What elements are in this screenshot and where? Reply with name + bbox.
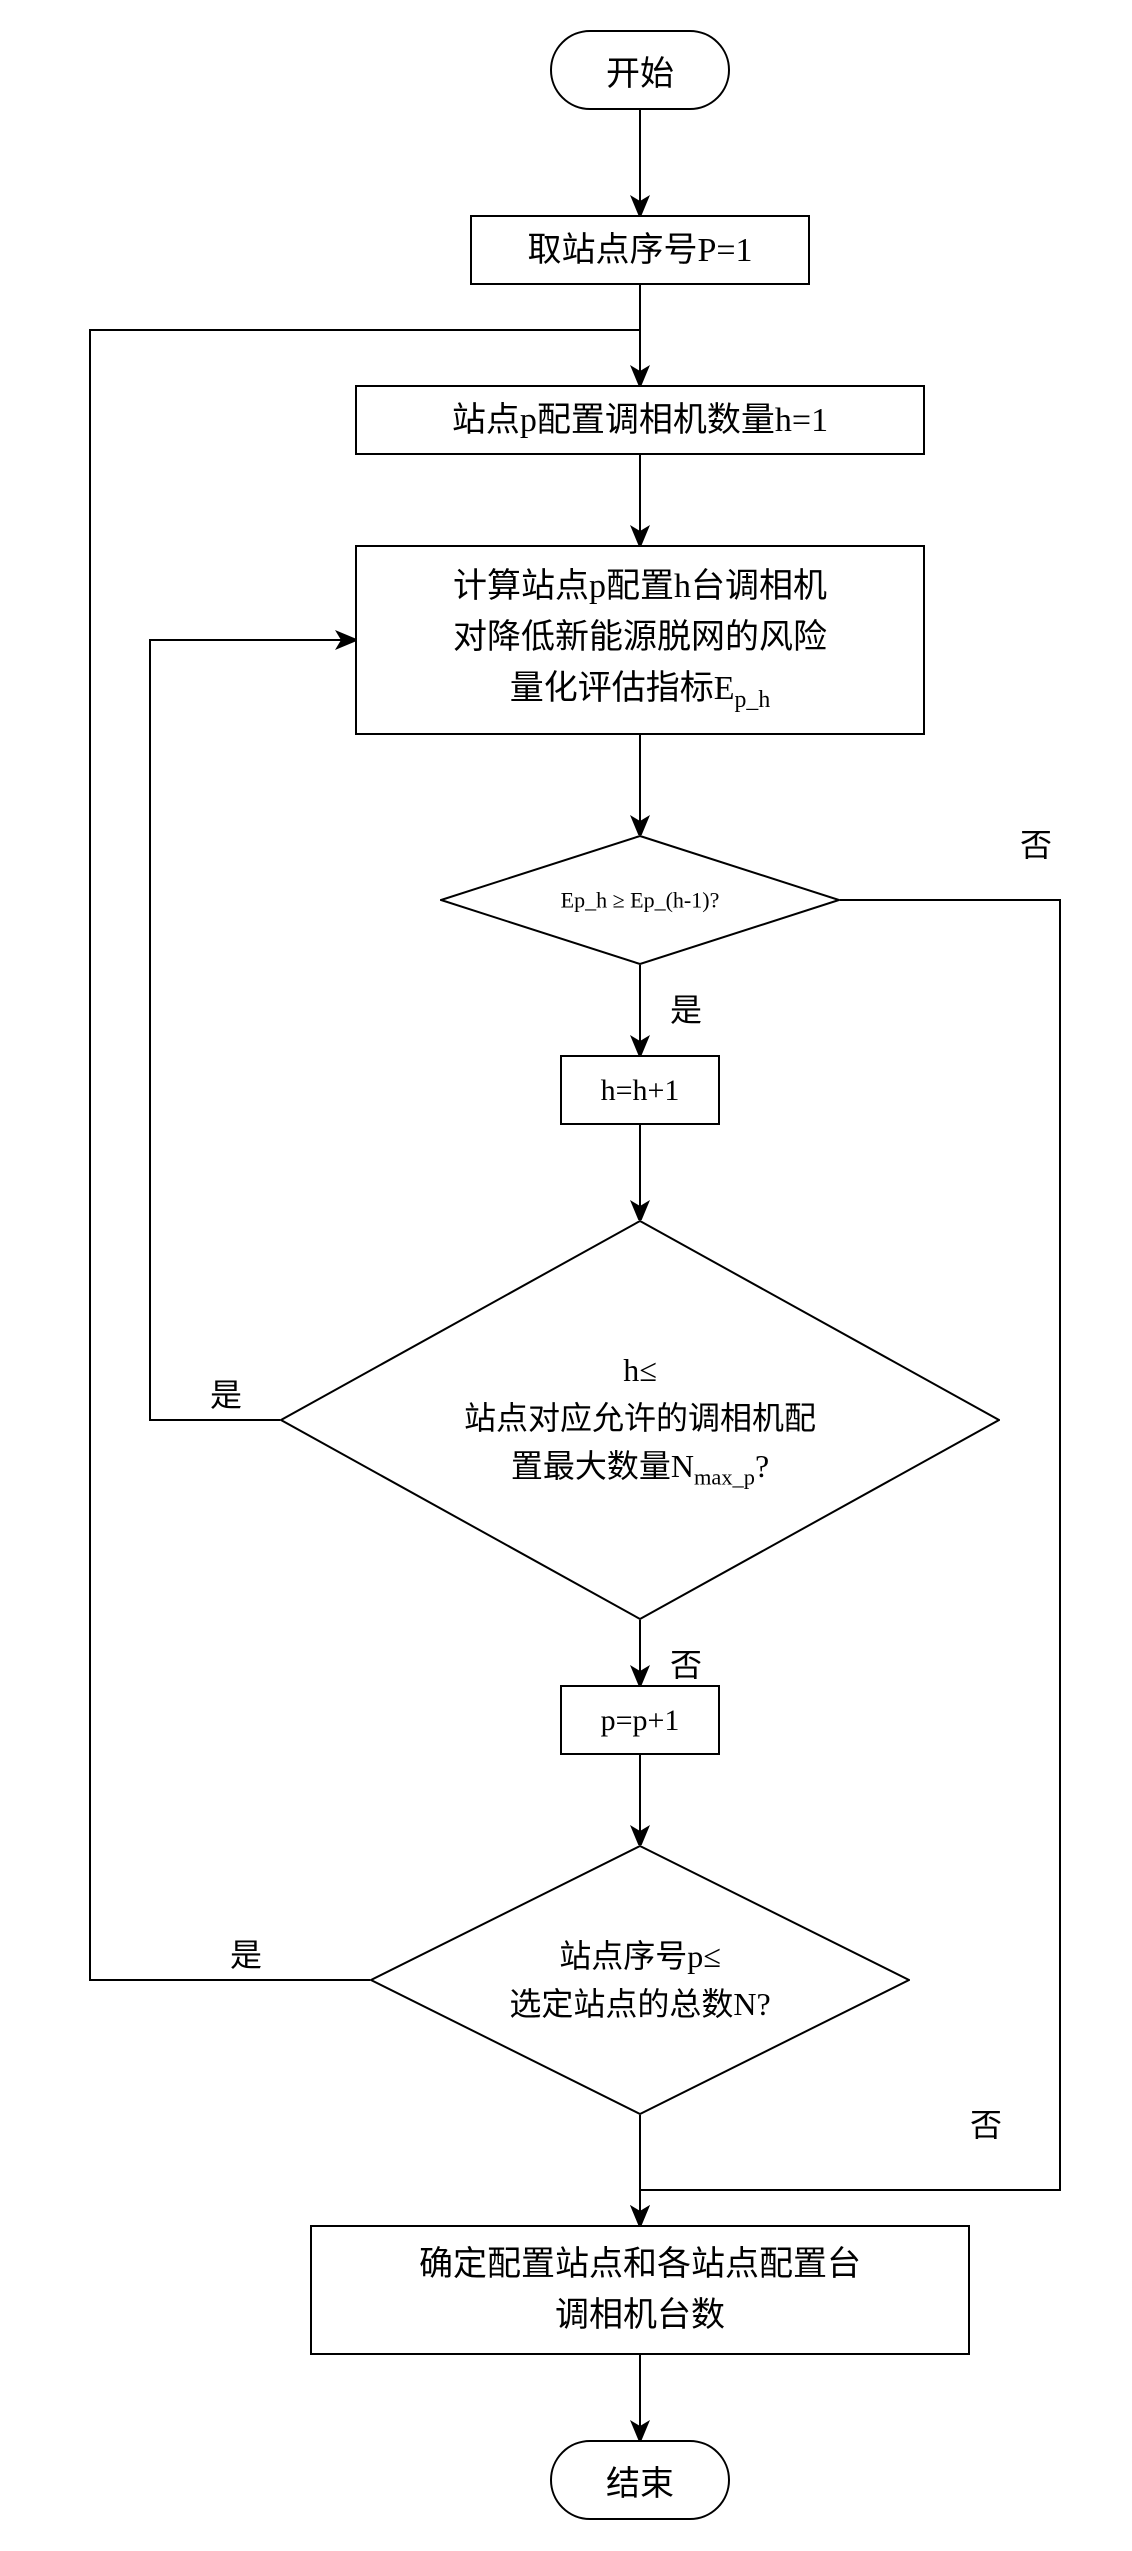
node-dec1-label: Ep_h ≥ Ep_(h-1)? [480, 884, 800, 917]
edge-label-dec1_yes: 是 [670, 985, 702, 1031]
node-dec1: Ep_h ≥ Ep_(h-1)? [440, 835, 840, 965]
node-calc-label: 计算站点p配置h台调相机对降低新能源脱网的风险量化评估指标Ep_h [453, 561, 827, 718]
node-result-label: 确定配置站点和各站点配置台调相机台数 [419, 2239, 861, 2341]
node-h_inc-label: h=h+1 [601, 1068, 680, 1113]
node-calc: 计算站点p配置h台调相机对降低新能源脱网的风险量化评估指标Ep_h [355, 545, 925, 735]
node-h_inc: h=h+1 [560, 1055, 720, 1125]
edge-label-dec3_no: 否 [970, 2100, 1002, 2146]
node-start-label: 开始 [606, 46, 674, 95]
node-dec2-label: h≤站点对应允许的调相机配置最大数量Nmax_p? [352, 1346, 928, 1494]
node-result: 确定配置站点和各站点配置台调相机台数 [310, 2225, 970, 2355]
node-p_inc: p=p+1 [560, 1685, 720, 1755]
node-dec2: h≤站点对应允许的调相机配置最大数量Nmax_p? [280, 1220, 1000, 1620]
node-start: 开始 [550, 30, 730, 110]
node-p_init: 取站点序号P=1 [470, 215, 810, 285]
node-dec3-label: 站点序号p≤选定站点的总数N? [424, 1932, 856, 2028]
node-h_init: 站点p配置调相机数量h=1 [355, 385, 925, 455]
edge-label-dec3_yes: 是 [230, 1930, 262, 1976]
node-p_init-label: 取站点序号P=1 [527, 225, 752, 276]
node-end: 结束 [550, 2440, 730, 2520]
node-p_inc-label: p=p+1 [601, 1698, 680, 1743]
node-h_init-label: 站点p配置调相机数量h=1 [452, 395, 828, 446]
edge-label-dec2_yes: 是 [210, 1370, 242, 1416]
edge-label-dec1_no: 否 [1020, 820, 1052, 866]
edge-label-dec2_no: 否 [670, 1640, 702, 1686]
node-dec3: 站点序号p≤选定站点的总数N? [370, 1845, 910, 2115]
node-end-label: 结束 [606, 2456, 674, 2505]
